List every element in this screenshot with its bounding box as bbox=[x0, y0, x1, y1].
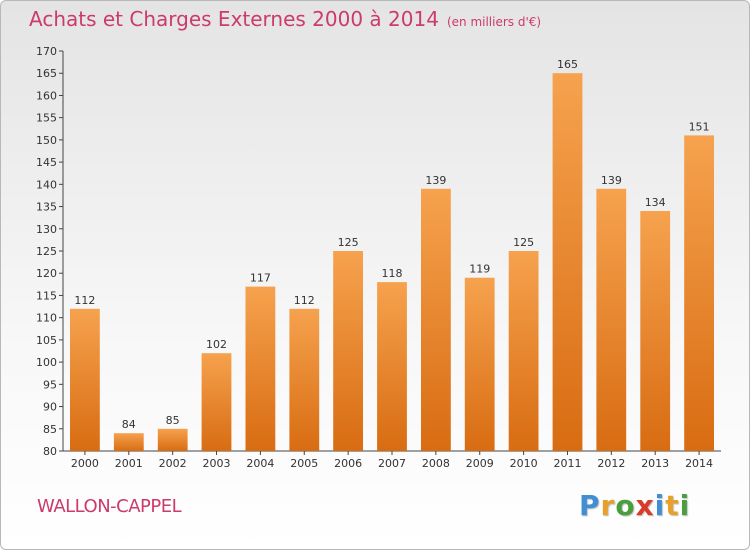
y-tick-label: 120 bbox=[36, 267, 57, 280]
data-label-2006: 125 bbox=[338, 236, 359, 249]
x-tick-label-2011: 2011 bbox=[553, 457, 581, 470]
data-label-2004: 117 bbox=[250, 272, 271, 285]
y-tick-label: 110 bbox=[36, 312, 57, 325]
x-tick-label-2005: 2005 bbox=[290, 457, 318, 470]
bar-2008 bbox=[421, 188, 451, 452]
chart-title-text: Achats et Charges Externes 2000 à 2014 bbox=[29, 7, 439, 31]
bar-2005 bbox=[289, 308, 320, 451]
bar-2012 bbox=[596, 188, 627, 452]
y-tick-label: 170 bbox=[36, 45, 57, 58]
x-tick-label-2006: 2006 bbox=[334, 457, 362, 470]
bar-2004 bbox=[245, 286, 276, 451]
bar-2013 bbox=[640, 211, 671, 451]
bar-2007 bbox=[377, 282, 407, 451]
y-tick-label: 150 bbox=[36, 134, 57, 147]
data-label-2000: 112 bbox=[74, 294, 95, 307]
logo-letter: i bbox=[679, 489, 691, 522]
data-labels: 112 84 85 102 117 112 125 118 139 119 125 165 139 134… bbox=[74, 58, 709, 431]
x-tick-label-2003: 2003 bbox=[203, 457, 231, 470]
bar-2003 bbox=[201, 353, 232, 451]
x-tick-label-2014: 2014 bbox=[685, 457, 713, 470]
data-label-2005: 112 bbox=[294, 294, 315, 307]
place-name: WALLON-CAPPEL bbox=[37, 496, 182, 517]
data-label-2014: 151 bbox=[689, 120, 710, 133]
y-tick-label: 90 bbox=[43, 401, 57, 414]
y-tick-label: 155 bbox=[36, 112, 57, 125]
proxiti-logo: Proxiti bbox=[579, 489, 690, 522]
x-tick-label-2000: 2000 bbox=[71, 457, 99, 470]
bar-2000 bbox=[70, 308, 100, 451]
bar-2014 bbox=[684, 135, 714, 451]
bar-2001 bbox=[113, 433, 144, 451]
data-label-2009: 119 bbox=[469, 263, 490, 276]
y-tick-label: 80 bbox=[43, 445, 57, 458]
y-tick-label: 105 bbox=[36, 334, 57, 347]
x-tick-label-2013: 2013 bbox=[641, 457, 669, 470]
logo-letter: r bbox=[600, 489, 616, 522]
y-tick-label: 135 bbox=[36, 201, 57, 214]
x-tick-label-2002: 2002 bbox=[159, 457, 187, 470]
y-tick-label: 125 bbox=[36, 245, 57, 258]
x-tick-label-2004: 2004 bbox=[246, 457, 274, 470]
x-tick-label-2007: 2007 bbox=[378, 457, 406, 470]
y-tick-label: 115 bbox=[36, 289, 57, 302]
axes: 80 85 90 95 100 105 110 115 120 125 130 135 140 145 15… bbox=[36, 45, 721, 470]
y-tick-label: 160 bbox=[36, 89, 57, 102]
data-label-2008: 139 bbox=[425, 174, 446, 187]
bar-2002 bbox=[157, 428, 188, 451]
data-label-2007: 118 bbox=[382, 267, 403, 280]
y-tick-label: 85 bbox=[43, 423, 57, 436]
data-label-2002: 85 bbox=[166, 414, 180, 427]
data-label-2003: 102 bbox=[206, 338, 227, 351]
y-tick-label: 140 bbox=[36, 178, 57, 191]
logo-letter: i bbox=[654, 489, 666, 522]
data-label-2013: 134 bbox=[645, 196, 666, 209]
y-tick-label: 130 bbox=[36, 223, 57, 236]
y-tick-label: 145 bbox=[36, 156, 57, 169]
bar-2011 bbox=[552, 73, 583, 451]
bar-2009 bbox=[464, 277, 495, 451]
x-tick-label-2001: 2001 bbox=[115, 457, 143, 470]
logo-letter: P bbox=[579, 489, 601, 522]
bars bbox=[70, 73, 714, 452]
x-tick-label-2012: 2012 bbox=[597, 457, 625, 470]
chart-subtitle: (en milliers d'€) bbox=[446, 15, 542, 29]
chart-title: Achats et Charges Externes 2000 à 2014 (e… bbox=[29, 7, 541, 31]
bar-2006 bbox=[333, 251, 363, 451]
x-tick-label-2008: 2008 bbox=[422, 457, 450, 470]
y-tick-label: 100 bbox=[36, 356, 57, 369]
bar-2010 bbox=[508, 251, 539, 451]
y-tick-label: 95 bbox=[43, 378, 57, 391]
data-label-2001: 84 bbox=[122, 418, 136, 431]
data-label-2011: 165 bbox=[557, 58, 578, 71]
x-tick-label-2010: 2010 bbox=[510, 457, 538, 470]
data-label-2010: 125 bbox=[513, 236, 534, 249]
x-tick-label-2009: 2009 bbox=[466, 457, 494, 470]
data-label-2012: 139 bbox=[601, 174, 622, 187]
logo-letter: x bbox=[635, 489, 655, 522]
logo-letter: t bbox=[665, 489, 680, 522]
y-tick-label: 165 bbox=[36, 67, 57, 80]
logo-letter: o bbox=[615, 489, 636, 522]
